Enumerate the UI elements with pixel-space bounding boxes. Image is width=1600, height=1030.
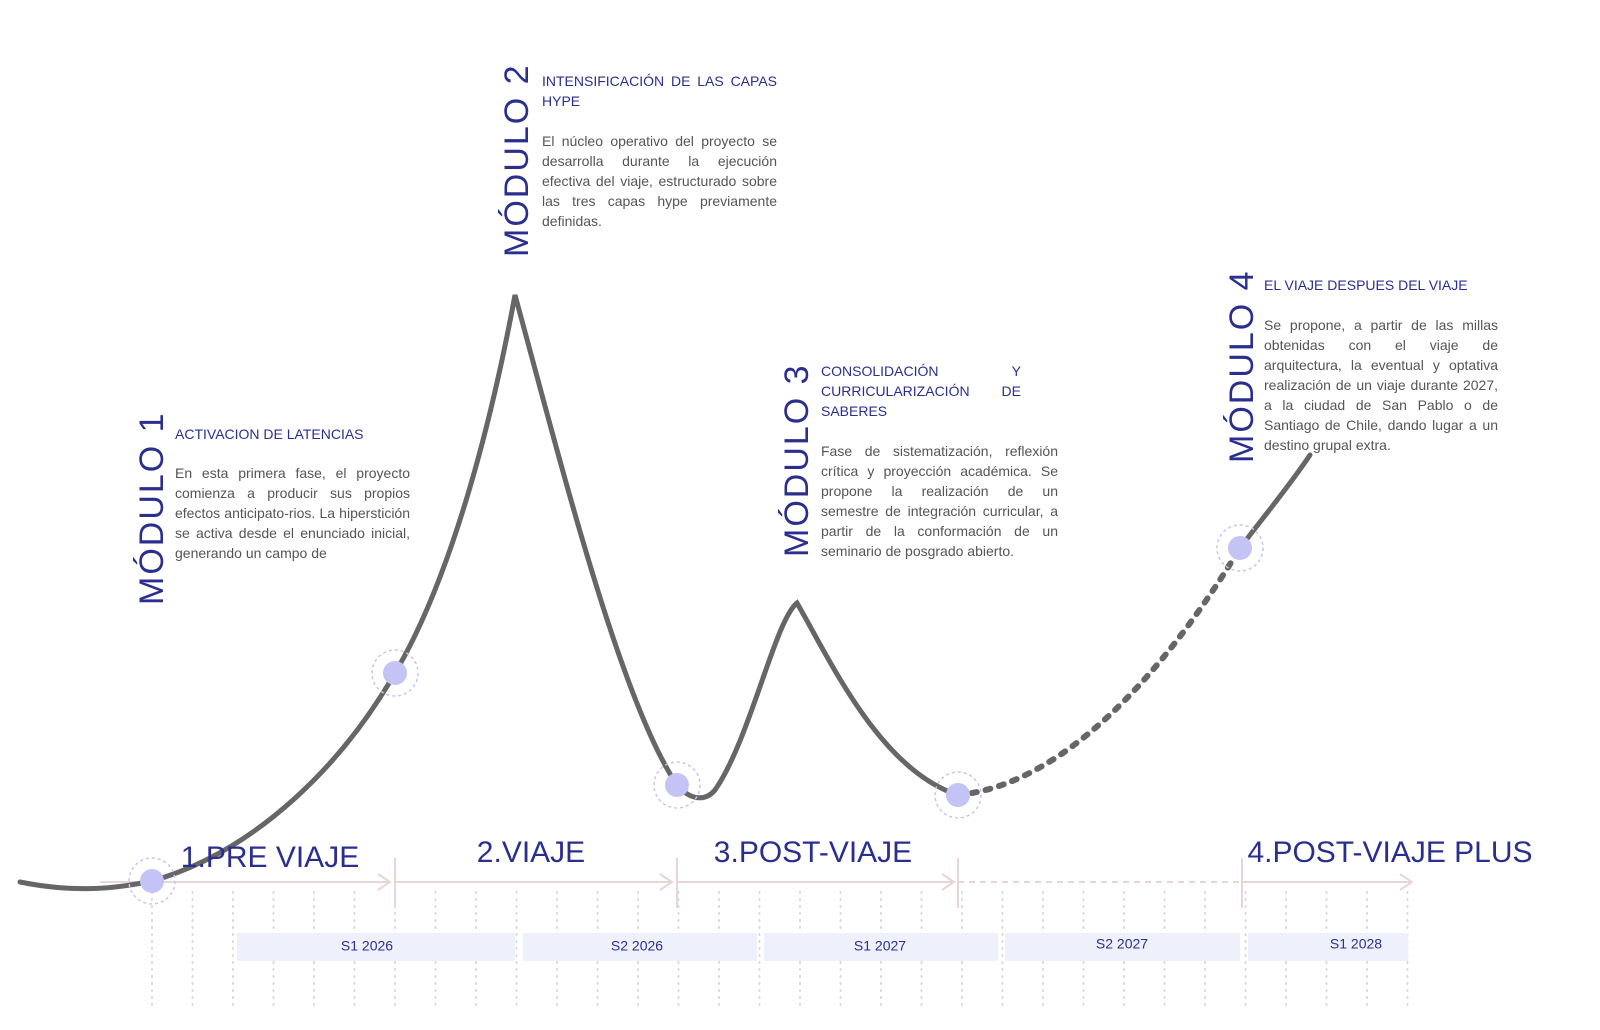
phase-label: 1.PRE VIAJE [181, 841, 359, 874]
journey-curve [17, 294, 961, 892]
semester-label: S1 2027 [854, 938, 906, 954]
milestone-dot [140, 869, 164, 893]
milestone-ring [1216, 524, 1264, 572]
module-body: Fase de sistematización, reflexión críti… [821, 443, 1058, 559]
arrow-head [1399, 873, 1414, 891]
module-body: En esta primera fase, el proyecto comien… [175, 465, 410, 561]
module-label: MÓDULO 4 [1223, 269, 1261, 463]
milestone-dot [383, 661, 407, 685]
semester-box [1248, 933, 1408, 961]
module-body: El núcleo operativo del proyecto se desa… [542, 133, 777, 229]
arrow-head [377, 873, 392, 891]
milestone-dot [665, 773, 689, 797]
module-body: Se propone, a partir de las millas obten… [1264, 317, 1498, 453]
semester-boxes [237, 933, 1408, 961]
semester-box [523, 933, 757, 961]
journey-curve [1237, 452, 1313, 551]
arrow-head [659, 873, 674, 891]
semester-box [237, 933, 515, 961]
milestone-dot [1228, 536, 1252, 560]
module-title: ACTIVACION DE LATENCIAS [175, 426, 364, 442]
module-title: EL VIAJE DESPUES DEL VIAJE [1264, 277, 1468, 293]
phase-label: 3.POST-VIAJE [714, 836, 912, 869]
milestone-ring [371, 649, 419, 697]
milestone-ring [934, 771, 982, 819]
semester-box [1005, 933, 1240, 961]
module-label: MÓDULO 2 [498, 63, 536, 257]
module-label: MÓDULO 3 [778, 363, 816, 557]
module-label: MÓDULO 1 [133, 411, 171, 605]
arrow-head [941, 873, 956, 891]
semester-label: S2 2027 [1096, 936, 1148, 952]
phase-label: 4.POST-VIAJE PLUS [1247, 836, 1532, 869]
milestone-dot [946, 783, 970, 807]
timeline [100, 858, 1414, 908]
semester-label: S2 2026 [611, 938, 663, 954]
semester-label: S1 2026 [341, 938, 393, 954]
milestone-ring [128, 857, 176, 905]
semester-box [764, 933, 998, 961]
module-title: INTENSIFICACIÓN DE LAS CAPAS HYPE [542, 73, 777, 109]
journey-curve-dotted [955, 545, 1243, 798]
milestone-ring [653, 761, 701, 809]
semester-label: S1 2028 [1330, 936, 1382, 952]
module-title: CONSOLIDACIÓN Y CURRICULARIZACIÓN DE SAB… [821, 363, 1021, 419]
milestones [128, 524, 1264, 905]
phase-label: 2.VIAJE [477, 836, 585, 869]
